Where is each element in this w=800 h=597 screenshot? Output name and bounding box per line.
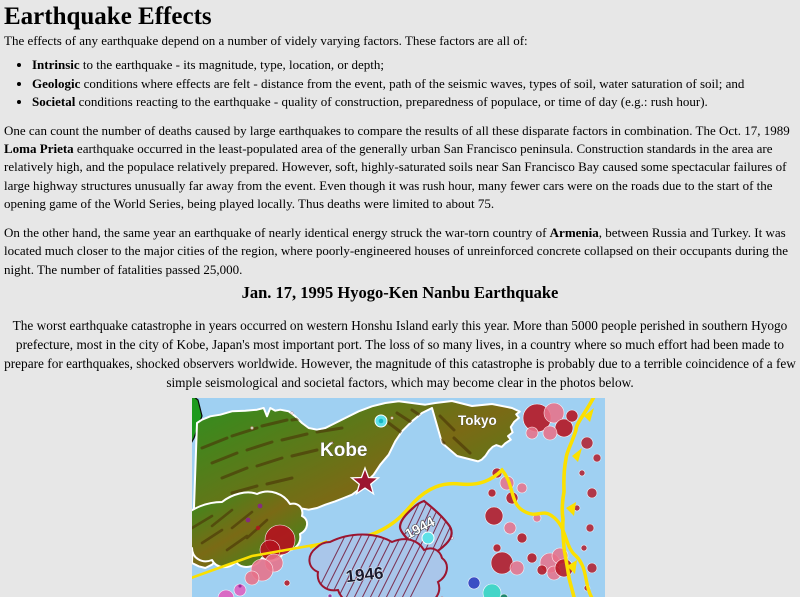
svg-text:1946: 1946 — [345, 563, 385, 586]
svg-text:Tokyo: Tokyo — [458, 413, 497, 428]
svg-text:Kobe: Kobe — [320, 440, 368, 461]
